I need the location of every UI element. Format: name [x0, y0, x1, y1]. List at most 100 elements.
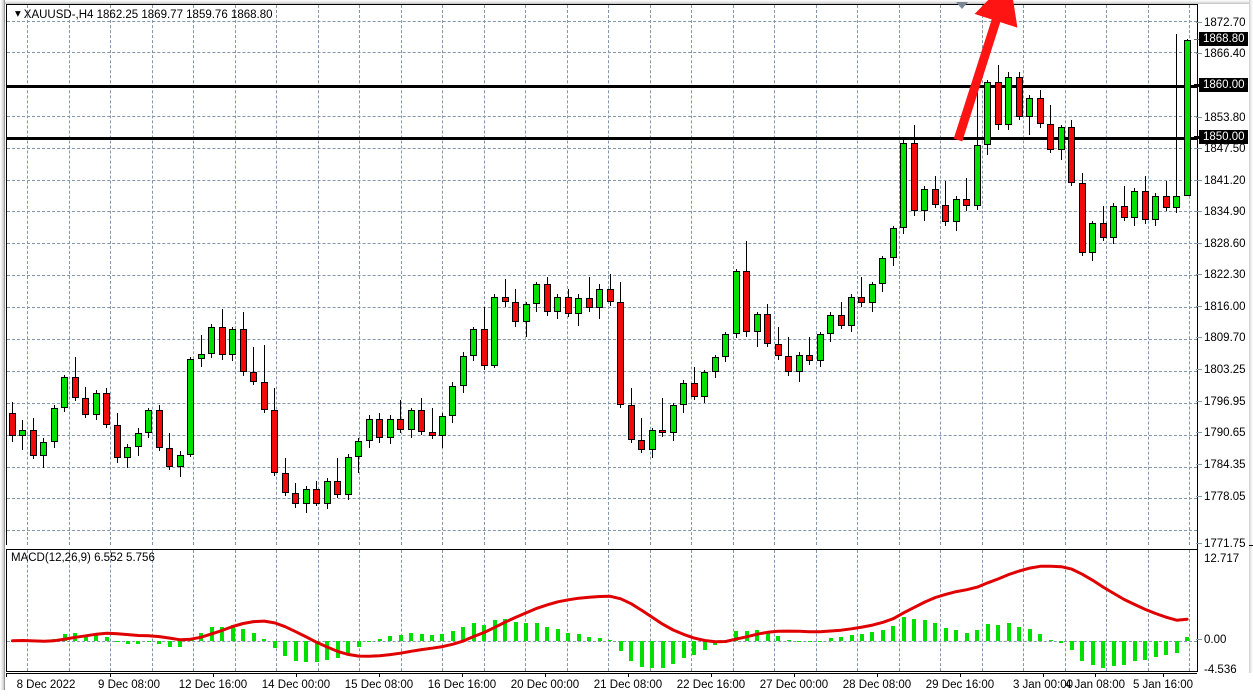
time-tick-label: 4 Jan 08:00 [1064, 679, 1126, 691]
candle-bearish [334, 481, 341, 495]
current-price-badge: 1868.80 [1194, 32, 1248, 46]
time-tick [794, 673, 795, 677]
macd-histogram-bar [115, 640, 119, 643]
time-tick-label: 14 Dec 00:00 [261, 679, 331, 691]
macd-histogram-bar [1122, 640, 1126, 665]
time-tick-label: 27 Dec 00:00 [759, 679, 829, 691]
price-tick-dash [1196, 148, 1202, 149]
candle-bullish [1152, 195, 1159, 220]
candle-wick [201, 334, 202, 368]
macd-histogram-bar [1164, 640, 1168, 656]
macd-histogram-bar [283, 640, 287, 656]
grid-line-vertical [401, 5, 402, 545]
macd-histogram-bar [881, 629, 885, 641]
grid-line-vertical [525, 5, 526, 545]
grid-line-vertical [1189, 550, 1190, 671]
grid-line-vertical [608, 5, 609, 545]
macd-histogram-bar [598, 637, 602, 641]
candle-bearish [617, 301, 624, 405]
price-tick-dash [1196, 401, 1202, 402]
candle-bullish [366, 418, 373, 441]
candle-bearish [806, 355, 813, 362]
macd-histogram-bar [870, 632, 874, 641]
price-level-line[interactable] [7, 137, 1197, 140]
macd-indicator-pane[interactable]: MACD(12,26,9) 6.552 5.756 [6, 549, 1197, 672]
macd-histogram-bar [640, 640, 644, 668]
macd-histogram-bar [388, 635, 392, 641]
price-tick-dash [1196, 369, 1202, 370]
candle-bearish [1016, 76, 1023, 118]
candle-bullish [439, 415, 446, 436]
candle-bearish [397, 418, 404, 430]
price-tick-dash [1196, 496, 1202, 497]
candle-bullish [523, 303, 530, 322]
candle-wick [337, 458, 338, 498]
grid-line-vertical [152, 5, 153, 545]
macd-histogram-bar [1175, 640, 1179, 653]
grid-line-vertical [484, 5, 485, 545]
macd-histogram-bar [933, 622, 937, 641]
candle-wick [662, 397, 663, 437]
macd-histogram-bar [315, 640, 319, 663]
grid-line-vertical [816, 550, 817, 671]
candle-bullish [229, 328, 236, 355]
macd-histogram-bar [1101, 640, 1105, 668]
down-triangle-marker[interactable] [956, 2, 968, 9]
macd-histogram-bar [262, 638, 266, 641]
candle-bullish [712, 357, 719, 373]
candle-bullish [827, 314, 834, 335]
grid-line-vertical [1023, 5, 1024, 545]
time-tick-label: 21 Dec 08:00 [593, 679, 663, 691]
time-tick [877, 673, 878, 677]
candle-bearish [1121, 205, 1128, 218]
time-axis[interactable]: 8 Dec 2022 9 Dec 08:00 12 Dec 16:00 14 Dec … [6, 673, 1253, 700]
candle-bearish [282, 473, 289, 493]
candle-bullish [754, 313, 761, 332]
macd-histogram-bar [1143, 640, 1147, 661]
time-tick-label: 28 Dec 08:00 [842, 679, 912, 691]
price-axis[interactable]: 1872.70 1866.40 1853.80 1847.50 1841.20 1834.… [1194, 4, 1249, 676]
macd-histogram-bar [1133, 640, 1137, 661]
candle-bearish [963, 198, 970, 206]
candle-bullish [974, 145, 981, 206]
macd-histogram-bar [451, 631, 455, 641]
price-tick-dash [1196, 243, 1202, 244]
candle-bullish [187, 359, 194, 456]
macd-histogram-bar [545, 626, 549, 641]
candle-bullish [984, 81, 991, 146]
price-tick-label: 1778.05 [1196, 491, 1246, 503]
candle-bearish [1037, 97, 1044, 125]
candle-bearish [114, 424, 121, 459]
grid-line-horizontal [7, 275, 1197, 276]
grid-line-vertical [1148, 5, 1149, 545]
price-tick-dash [1196, 180, 1202, 181]
candle-bullish [554, 296, 561, 312]
macd-histogram-bar [986, 623, 990, 641]
macd-histogram-bar [682, 640, 686, 659]
candle-bearish [376, 418, 383, 438]
candle-bullish [51, 407, 58, 442]
grid-line-vertical [733, 550, 734, 671]
grid-line-vertical [940, 5, 941, 545]
candle-bullish [533, 283, 540, 304]
macd-histogram-bar [273, 640, 277, 649]
macd-histogram-bar [1185, 636, 1189, 641]
grid-line-vertical [276, 5, 277, 545]
price-chart-pane[interactable]: ▾ XAUUSD-,H4 1862.25 1869.77 1859.76 1868… [6, 4, 1197, 545]
macd-histogram-bar [440, 634, 444, 641]
candle-bearish [942, 204, 949, 222]
price-level-line[interactable] [7, 85, 1197, 88]
candle-bullish [1110, 205, 1117, 239]
macd-histogram-bar [399, 635, 403, 641]
macd-histogram-bar [692, 640, 696, 656]
price-tick-label: 1866.40 [1196, 48, 1246, 60]
candle-wick [778, 326, 779, 360]
chart-header-text: XAUUSD-,H4 1862.25 1869.77 1859.76 1868.… [23, 9, 273, 21]
candle-bearish [103, 392, 110, 425]
candle-bullish [19, 429, 26, 437]
time-tick [960, 673, 961, 677]
chevron-down-icon[interactable]: ▾ [15, 8, 21, 20]
macd-histogram-bar [231, 625, 235, 641]
candle-bearish [764, 313, 771, 345]
